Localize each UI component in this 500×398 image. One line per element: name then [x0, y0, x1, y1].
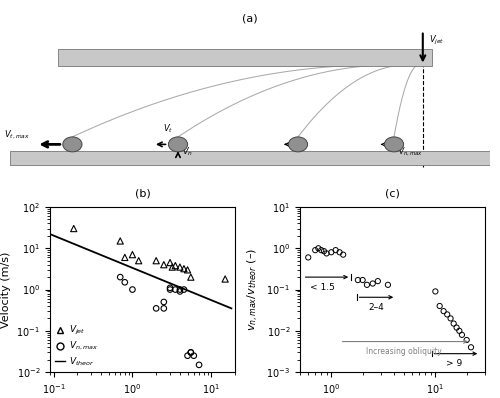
Point: [121, 279, 129, 285]
Point: [70, 225, 78, 232]
Bar: [10, 151, 490, 165]
Point: [320, 248, 328, 254]
Point: [384, 282, 392, 288]
Point: [358, 277, 366, 283]
Point: [187, 349, 195, 355]
Point: [317, 247, 325, 253]
Point: [176, 287, 184, 293]
Y-axis label: $v_{n,max}/v_{theor}$ (–): $v_{n,max}/v_{theor}$ (–): [246, 248, 260, 331]
Circle shape: [384, 137, 404, 152]
Point: [314, 245, 322, 252]
Point: [311, 247, 319, 253]
Point: [116, 274, 124, 280]
Point: [450, 320, 458, 327]
Point: [166, 259, 174, 266]
Point: [452, 324, 460, 331]
Point: [467, 344, 475, 351]
Point: [166, 285, 174, 291]
Point: [160, 299, 168, 305]
Point: [176, 264, 184, 270]
Text: > 9: > 9: [446, 359, 462, 368]
Point: [336, 249, 344, 256]
Legend: $V_{jet}$, $V_{n,max}$, $V_{theor}$: $V_{jet}$, $V_{n,max}$, $V_{theor}$: [54, 324, 98, 368]
Point: [121, 254, 129, 261]
Point: [172, 287, 179, 293]
Text: (a): (a): [242, 14, 258, 24]
Point: [184, 353, 192, 359]
Point: [446, 315, 454, 322]
Point: [180, 265, 188, 272]
Point: [339, 252, 347, 258]
Point: [462, 337, 470, 343]
Point: [432, 288, 440, 295]
Point: [436, 303, 444, 309]
Point: [128, 287, 136, 293]
Point: [221, 276, 229, 282]
Text: (b): (b): [134, 189, 150, 199]
Point: [128, 252, 136, 258]
Point: [187, 274, 195, 280]
Point: [168, 264, 176, 270]
Point: [458, 332, 466, 338]
Point: [160, 261, 168, 268]
Point: [363, 282, 371, 288]
Circle shape: [63, 137, 82, 152]
Point: [166, 287, 174, 293]
Point: [152, 258, 160, 264]
Point: [456, 328, 464, 334]
Point: [176, 288, 184, 295]
Point: [368, 280, 376, 287]
Point: [332, 247, 340, 253]
Point: [116, 238, 124, 244]
Text: < 1.5: < 1.5: [310, 283, 335, 292]
Text: Increasing obliquity: Increasing obliquity: [366, 347, 442, 356]
Point: [190, 353, 198, 359]
Point: [134, 258, 142, 264]
Y-axis label: Velocity (m/s): Velocity (m/s): [1, 252, 11, 328]
Text: 2–4: 2–4: [368, 303, 384, 312]
Text: $V_n$: $V_n$: [182, 145, 193, 158]
Point: [440, 308, 448, 314]
Circle shape: [168, 137, 188, 152]
Point: [187, 349, 195, 355]
Text: $V_{t,max}$: $V_{t,max}$: [4, 129, 30, 141]
Point: [354, 277, 362, 283]
Point: [195, 362, 203, 368]
Circle shape: [288, 137, 308, 152]
Point: [443, 311, 451, 318]
Text: $V_{n,max}$: $V_{n,max}$: [398, 145, 423, 158]
Point: [374, 278, 382, 284]
Point: [328, 249, 336, 256]
Point: [322, 250, 330, 257]
Bar: [58, 49, 432, 66]
Point: [304, 254, 312, 261]
Text: (c): (c): [385, 189, 400, 199]
Point: [160, 305, 168, 312]
Point: [180, 287, 188, 293]
Point: [152, 305, 160, 312]
Point: [172, 262, 179, 269]
Text: $V_t$: $V_t$: [164, 122, 173, 135]
Text: $V_{jet}$: $V_{jet}$: [428, 33, 444, 47]
Point: [184, 267, 192, 273]
